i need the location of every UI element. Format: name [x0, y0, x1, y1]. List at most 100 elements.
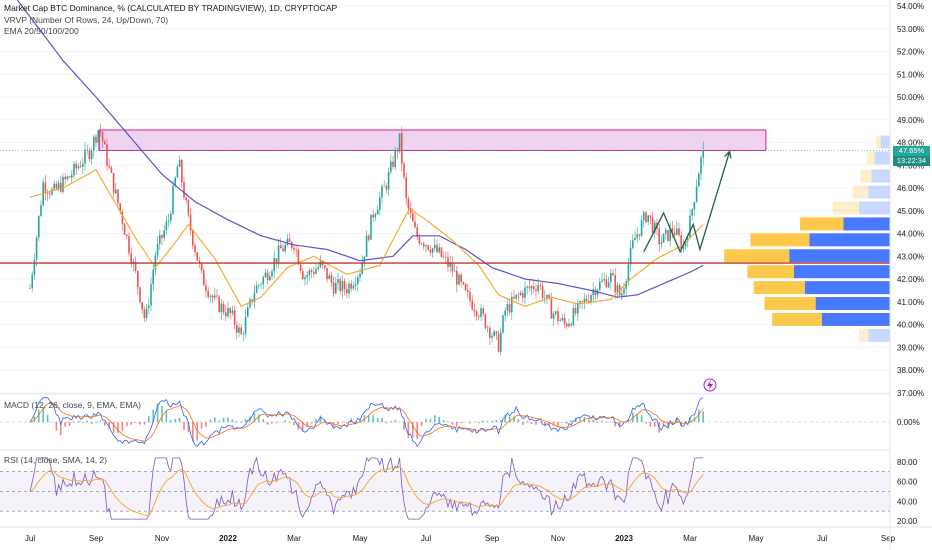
candle-body	[473, 309, 476, 312]
macd-histogram-bar	[293, 422, 295, 426]
candle-body	[491, 335, 493, 338]
macd-histogram-bar	[491, 420, 493, 423]
macd-histogram-bar	[530, 422, 533, 424]
candle-body	[271, 271, 273, 277]
ema-legend[interactable]: EMA 20/50/100/200	[4, 26, 79, 36]
macd-histogram-bar	[592, 419, 594, 423]
candle-body	[374, 214, 377, 218]
macd-histogram-bar	[73, 421, 75, 423]
macd-histogram-bar	[253, 412, 256, 423]
vrvp-legend[interactable]: VRVP (Number Of Rows, 24, Up/Down, 70)	[4, 15, 169, 25]
time-tick-label: 2022	[219, 534, 237, 543]
macd-histogram-bar	[121, 422, 124, 432]
candle-body	[627, 264, 630, 282]
candle-body	[192, 230, 194, 246]
candle-body	[29, 288, 31, 289]
candle-body	[343, 280, 346, 290]
candle-body	[189, 214, 192, 231]
macd-histogram-bar	[262, 419, 264, 423]
candle-body	[464, 284, 467, 291]
candle-body	[240, 327, 242, 335]
candle-body	[148, 305, 150, 309]
price-tick-label: 53.00%	[897, 25, 924, 34]
macd-histogram-bar	[649, 422, 652, 427]
candle-body	[702, 150, 704, 158]
macd-histogram-bar	[288, 422, 291, 423]
candle-body	[403, 163, 405, 178]
macd-histogram-bar	[698, 409, 700, 423]
candle-body	[431, 248, 434, 253]
candle-body	[489, 327, 491, 338]
macd-histogram-bar	[236, 421, 238, 423]
price-tick-label: 48.00%	[897, 139, 924, 148]
macd-histogram-bar	[522, 422, 524, 425]
macd-pane[interactable]	[0, 397, 890, 448]
candle-body	[299, 264, 302, 272]
candle-body	[621, 293, 623, 296]
candle-body	[519, 292, 522, 296]
time-tick-label: Sep	[881, 534, 896, 543]
candle-body	[603, 279, 605, 281]
candle-body	[361, 262, 363, 275]
volume-profile-up	[793, 265, 890, 279]
candle-body	[493, 331, 495, 336]
volume-profile-up	[880, 135, 890, 149]
candle-body	[218, 296, 220, 312]
candle-body	[341, 280, 344, 292]
macd-histogram-bar	[381, 418, 383, 423]
lightning-icon[interactable]	[703, 378, 717, 392]
macd-histogram-bar	[451, 422, 454, 425]
rsi-legend[interactable]: RSI (14, close, SMA, 14, 2)	[4, 455, 107, 465]
macd-legend[interactable]: MACD (12, 26, close, 9, EMA, EMA)	[4, 400, 141, 410]
macd-histogram-bar	[60, 422, 62, 436]
candle-body	[236, 324, 238, 333]
macd-histogram-bar	[473, 421, 476, 423]
macd-histogram-bar	[346, 422, 348, 424]
macd-histogram-bar	[143, 422, 146, 425]
candle-body	[636, 234, 638, 238]
candle-body	[693, 201, 696, 210]
candle-body	[506, 304, 509, 311]
macd-histogram-bar	[337, 422, 339, 425]
candle-body	[599, 281, 601, 290]
candle-body	[605, 279, 608, 288]
candle-body	[75, 163, 77, 169]
volume-profile-up	[871, 169, 890, 183]
candle-body	[161, 234, 163, 238]
candle-body	[55, 183, 58, 189]
candle-body	[275, 258, 278, 263]
macd-histogram-bar	[108, 422, 110, 429]
candle-body	[282, 248, 284, 252]
candle-body	[482, 308, 484, 315]
candle-body	[678, 228, 680, 236]
candle-body	[187, 200, 190, 215]
candle-body	[205, 285, 207, 292]
macd-histogram-bar	[112, 422, 115, 433]
candle-body	[467, 290, 469, 293]
macd-histogram-bar	[38, 410, 40, 423]
candle-body	[425, 245, 427, 247]
projection-arrow[interactable]	[643, 151, 731, 254]
resistance-zone[interactable]	[98, 129, 767, 151]
macd-histogram-bar	[508, 416, 511, 423]
time-tick-label: Jul	[25, 534, 35, 543]
volume-profile-down	[772, 312, 822, 326]
candle-body	[647, 215, 649, 223]
candle-body	[328, 275, 330, 280]
candle-body	[442, 256, 445, 258]
candle-body	[176, 166, 179, 178]
candle-body	[174, 177, 176, 186]
macd-histogram-bar	[640, 414, 643, 423]
rsi-pane[interactable]	[0, 456, 890, 520]
current-price-badge: 47.65%	[893, 146, 930, 156]
candle-body	[585, 298, 588, 302]
candle-body	[456, 270, 458, 285]
candle-body	[99, 130, 102, 133]
ema-long-line	[16, 0, 704, 298]
candle-body	[128, 236, 130, 254]
price-pane[interactable]	[0, 0, 890, 394]
macd-histogram-bar	[227, 417, 229, 423]
candle-body	[445, 257, 447, 258]
candle-body	[640, 220, 643, 236]
